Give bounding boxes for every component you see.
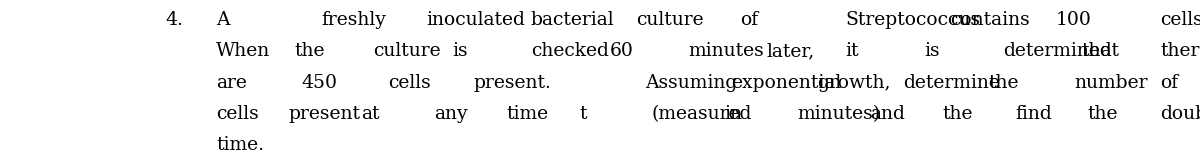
Text: present: present	[289, 105, 361, 123]
Text: minutes: minutes	[688, 42, 764, 60]
Text: 60: 60	[610, 42, 634, 60]
Text: freshly: freshly	[320, 11, 385, 29]
Text: inoculated: inoculated	[426, 11, 524, 29]
Text: of: of	[1160, 74, 1178, 92]
Text: is: is	[924, 42, 940, 60]
Text: t: t	[580, 105, 587, 123]
Text: 4.: 4.	[166, 11, 184, 29]
Text: minutes): minutes)	[797, 105, 881, 123]
Text: 100: 100	[1055, 11, 1091, 29]
Text: any: any	[434, 105, 468, 123]
Text: culture: culture	[373, 42, 442, 60]
Text: in: in	[725, 105, 743, 123]
Text: is: is	[452, 42, 468, 60]
Text: exponential: exponential	[731, 74, 841, 92]
Text: cells: cells	[388, 74, 431, 92]
Text: later,: later,	[767, 42, 815, 60]
Text: are: are	[216, 74, 247, 92]
Text: find: find	[1015, 105, 1051, 123]
Text: of: of	[740, 11, 758, 29]
Text: present.: present.	[474, 74, 552, 92]
Text: determined: determined	[1003, 42, 1111, 60]
Text: 450: 450	[302, 74, 338, 92]
Text: Streptococcus: Streptococcus	[846, 11, 980, 29]
Text: bacterial: bacterial	[530, 11, 614, 29]
Text: Assuming: Assuming	[646, 74, 738, 92]
Text: at: at	[361, 105, 379, 123]
Text: contains: contains	[950, 11, 1031, 29]
Text: (measured: (measured	[652, 105, 752, 123]
Text: the: the	[942, 105, 973, 123]
Text: cells.: cells.	[1160, 11, 1200, 29]
Text: checked: checked	[530, 42, 608, 60]
Text: cells: cells	[216, 105, 259, 123]
Text: it: it	[846, 42, 859, 60]
Text: and: and	[870, 105, 905, 123]
Text: the: the	[295, 42, 325, 60]
Text: A: A	[216, 11, 229, 29]
Text: time: time	[506, 105, 548, 123]
Text: culture: culture	[636, 11, 703, 29]
Text: time.: time.	[216, 136, 264, 154]
Text: the: the	[989, 74, 1019, 92]
Text: number: number	[1074, 74, 1148, 92]
Text: growth,: growth,	[817, 74, 890, 92]
Text: determine: determine	[902, 74, 1000, 92]
Text: When: When	[216, 42, 270, 60]
Text: doubling: doubling	[1160, 105, 1200, 123]
Text: that: that	[1081, 42, 1120, 60]
Text: there: there	[1160, 42, 1200, 60]
Text: the: the	[1087, 105, 1118, 123]
